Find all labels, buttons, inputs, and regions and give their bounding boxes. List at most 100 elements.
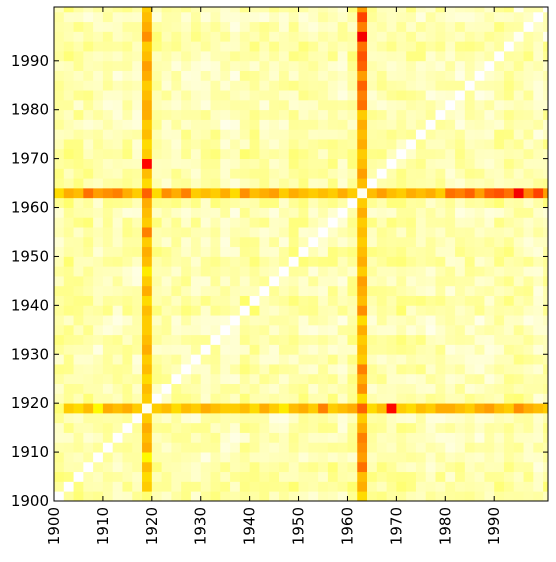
heatmap-cell	[406, 51, 417, 62]
heatmap-cell	[318, 305, 329, 316]
heatmap-cell	[308, 461, 319, 473]
heatmap-cell	[54, 31, 65, 42]
heatmap-cell	[161, 354, 172, 365]
heatmap-cell	[278, 452, 290, 463]
heatmap-cell	[386, 119, 397, 130]
heatmap-cell	[533, 285, 544, 296]
heatmap-cell	[269, 227, 280, 238]
heatmap-cell	[484, 461, 495, 473]
heatmap-cell	[445, 99, 456, 111]
heatmap-cell	[347, 11, 358, 23]
heatmap-cell	[347, 266, 358, 277]
heatmap-cell	[484, 21, 495, 32]
heatmap-cell	[455, 70, 466, 81]
heatmap-cell	[239, 168, 251, 179]
heatmap-cell	[376, 109, 387, 120]
heatmap-cell	[523, 334, 534, 345]
heatmap-cell	[415, 383, 427, 394]
heatmap-cell	[249, 60, 260, 71]
heatmap-cell	[210, 178, 221, 189]
heatmap-cell	[220, 207, 231, 218]
heatmap-cell	[445, 491, 456, 502]
heatmap-cell	[318, 334, 329, 345]
heatmap-cell	[503, 60, 515, 71]
heatmap-cell	[406, 364, 417, 375]
heatmap-cell	[200, 471, 211, 482]
heatmap-cell	[376, 178, 387, 189]
heatmap-cell	[474, 344, 485, 355]
heatmap-cell	[200, 70, 211, 81]
heatmap-cell	[455, 158, 466, 169]
heatmap-cell	[337, 285, 348, 296]
heatmap-cell	[210, 158, 221, 169]
heatmap-cell	[357, 461, 368, 473]
heatmap-cell	[327, 285, 339, 296]
heatmap-cell	[83, 373, 94, 385]
heatmap-cell	[112, 148, 123, 160]
heatmap-cell	[132, 11, 143, 23]
heatmap-cell	[494, 481, 505, 492]
heatmap-cell	[367, 354, 378, 365]
heatmap-cell	[200, 393, 211, 404]
heatmap-cell	[337, 109, 348, 120]
heatmap-cell	[142, 129, 153, 140]
heatmap-cell	[543, 70, 549, 81]
heatmap-cell	[435, 354, 446, 365]
heatmap-cell	[425, 60, 436, 71]
heatmap-cell	[249, 129, 260, 140]
heatmap-cell	[513, 227, 524, 238]
heatmap-cell	[112, 217, 123, 228]
heatmap-cell	[474, 481, 485, 492]
heatmap-cell	[171, 99, 182, 111]
heatmap-cell	[93, 276, 104, 287]
heatmap-cell	[259, 364, 270, 375]
heatmap-cell	[83, 70, 94, 81]
heatmap-cell	[367, 227, 378, 238]
heatmap-cell	[445, 393, 456, 404]
heatmap-cell	[484, 7, 495, 13]
heatmap-cell	[230, 354, 241, 365]
heatmap-cell	[239, 31, 251, 42]
heatmap-cell	[415, 393, 427, 404]
heatmap-cell	[102, 471, 114, 482]
heatmap-cell	[347, 305, 358, 316]
heatmap-cell	[298, 178, 309, 189]
heatmap-cell	[474, 315, 485, 326]
heatmap-cell	[523, 315, 534, 326]
heatmap-cell	[63, 187, 74, 199]
heatmap-cell	[474, 324, 485, 336]
heatmap-cell	[415, 403, 427, 414]
heatmap-cell	[455, 119, 466, 130]
heatmap-cell	[288, 461, 299, 473]
heatmap-cell	[269, 295, 280, 306]
heatmap-cell	[445, 109, 456, 120]
heatmap-cell	[464, 354, 476, 365]
heatmap-cell	[513, 148, 524, 160]
heatmap-cell	[171, 109, 182, 120]
heatmap-cell	[220, 295, 231, 306]
heatmap-cell	[327, 452, 339, 463]
heatmap-cell	[249, 70, 260, 81]
heatmap-cell	[327, 373, 339, 385]
heatmap-cell	[230, 266, 241, 277]
heatmap-cell	[249, 207, 260, 218]
heatmap-cell	[122, 393, 133, 404]
heatmap-cell	[239, 60, 251, 71]
heatmap-cell	[132, 373, 143, 385]
heatmap-cell	[112, 276, 123, 287]
heatmap-cell	[142, 7, 153, 13]
heatmap-cell	[464, 364, 476, 375]
heatmap-cell	[298, 481, 309, 492]
heatmap-cell	[415, 246, 427, 257]
heatmap-cell	[464, 227, 476, 238]
heatmap-cell	[83, 31, 94, 42]
heatmap-cell	[415, 139, 427, 150]
heatmap-cell	[73, 148, 84, 160]
heatmap-cell	[406, 168, 417, 179]
heatmap-cell	[102, 432, 114, 443]
heatmap-cell	[484, 119, 495, 130]
heatmap-cell	[357, 148, 368, 160]
heatmap-cell	[435, 334, 446, 345]
heatmap-cell	[181, 393, 192, 404]
heatmap-cell	[132, 471, 143, 482]
